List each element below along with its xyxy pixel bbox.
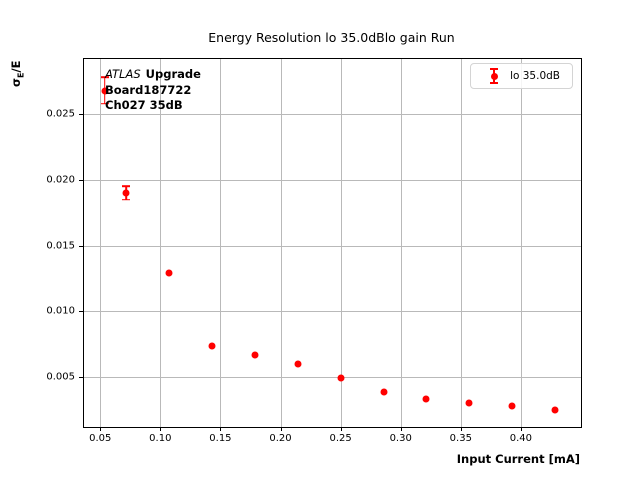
- y-gridline: [84, 179, 581, 181]
- x-gridline: [460, 59, 462, 427]
- y-axis-label: σE/E: [9, 61, 25, 88]
- y-tick-mark: [79, 245, 83, 247]
- error-bar-cap: [121, 185, 130, 188]
- x-gridline: [340, 59, 342, 427]
- y-axis-label-subscript: E: [16, 72, 26, 79]
- x-tick-label: 0.25: [329, 433, 352, 444]
- data-point: [508, 402, 516, 410]
- x-tick-mark: [400, 427, 402, 431]
- data-point: [251, 351, 259, 359]
- error-bar-cap: [100, 102, 109, 105]
- x-tick-label: 0.30: [389, 433, 412, 444]
- x-tick-label: 0.35: [449, 433, 472, 444]
- x-tick-mark: [520, 427, 522, 431]
- data-point: [380, 388, 388, 395]
- y-axis-label-rest: /E: [9, 60, 23, 73]
- x-tick-label: 0.15: [209, 433, 232, 444]
- annotation: ATLAS Upgrade Board187722 Ch027 35dB: [105, 67, 201, 114]
- y-tick-label: 0.015: [46, 240, 75, 252]
- y-gridline: [84, 311, 581, 313]
- x-tick-label: 0.20: [269, 433, 292, 444]
- annotation-line-2: Board187722: [105, 82, 192, 97]
- annotation-line-1: ATLAS Upgrade: [105, 67, 201, 83]
- data-point: [551, 406, 559, 414]
- data-point: [122, 189, 130, 197]
- x-gridline: [220, 59, 222, 427]
- errorbar-marker-icon: [487, 67, 501, 85]
- x-gridline: [160, 59, 162, 427]
- data-point: [165, 269, 173, 277]
- x-gridline: [280, 59, 282, 427]
- x-tick-mark: [340, 427, 342, 431]
- error-bar-cap: [121, 198, 130, 201]
- x-tick-label: 0.40: [509, 433, 533, 444]
- y-gridline: [84, 245, 581, 247]
- y-tick-label: 0.020: [46, 174, 75, 186]
- y-gridline: [84, 377, 581, 379]
- data-point: [208, 342, 216, 349]
- data-point: [337, 374, 345, 382]
- y-tick-label: 0.025: [46, 108, 75, 120]
- y-axis-label-sigma: σ: [9, 78, 23, 87]
- y-tick-mark: [79, 377, 83, 379]
- data-point: [294, 360, 302, 368]
- x-tick-mark: [220, 427, 222, 431]
- data-point: [465, 399, 473, 407]
- plot-area: ATLAS Upgrade Board187722 Ch027 35dB lo 3…: [46, 58, 582, 444]
- y-tick-mark: [79, 114, 83, 116]
- annotation-upgrade: Upgrade: [145, 67, 201, 81]
- x-tick-mark: [160, 427, 162, 431]
- y-gridline: [84, 114, 581, 116]
- x-tick-label: 0.05: [89, 433, 112, 444]
- errorbar-cap-top: [490, 68, 499, 70]
- x-axis-label: Input Current [mA]: [456, 452, 580, 466]
- annotation-atlas: ATLAS: [105, 67, 141, 81]
- x-gridline: [100, 59, 102, 427]
- y-tick-label: 0.005: [46, 371, 75, 383]
- y-tick-mark: [79, 311, 83, 313]
- x-tick-label: 0.10: [149, 433, 172, 444]
- x-tick-mark: [460, 427, 462, 431]
- y-tick-mark: [79, 179, 83, 181]
- y-tick-label: 0.010: [46, 305, 75, 317]
- data-point: [422, 395, 430, 403]
- x-tick-mark: [280, 427, 282, 431]
- x-gridline: [400, 59, 402, 427]
- annotation-line-3: Ch027 35dB: [105, 98, 183, 112]
- errorbar-dot: [490, 72, 498, 80]
- data-point: [101, 87, 109, 95]
- legend-label: lo 35.0dB: [510, 70, 560, 82]
- legend: lo 35.0dB: [470, 63, 573, 89]
- errorbar-cap-bottom: [490, 82, 499, 84]
- chart-title: Energy Resolution lo 35.0dBlo gain Run: [208, 30, 455, 45]
- x-tick-mark: [100, 427, 102, 431]
- error-bar-cap: [100, 76, 109, 79]
- x-gridline: [520, 59, 522, 427]
